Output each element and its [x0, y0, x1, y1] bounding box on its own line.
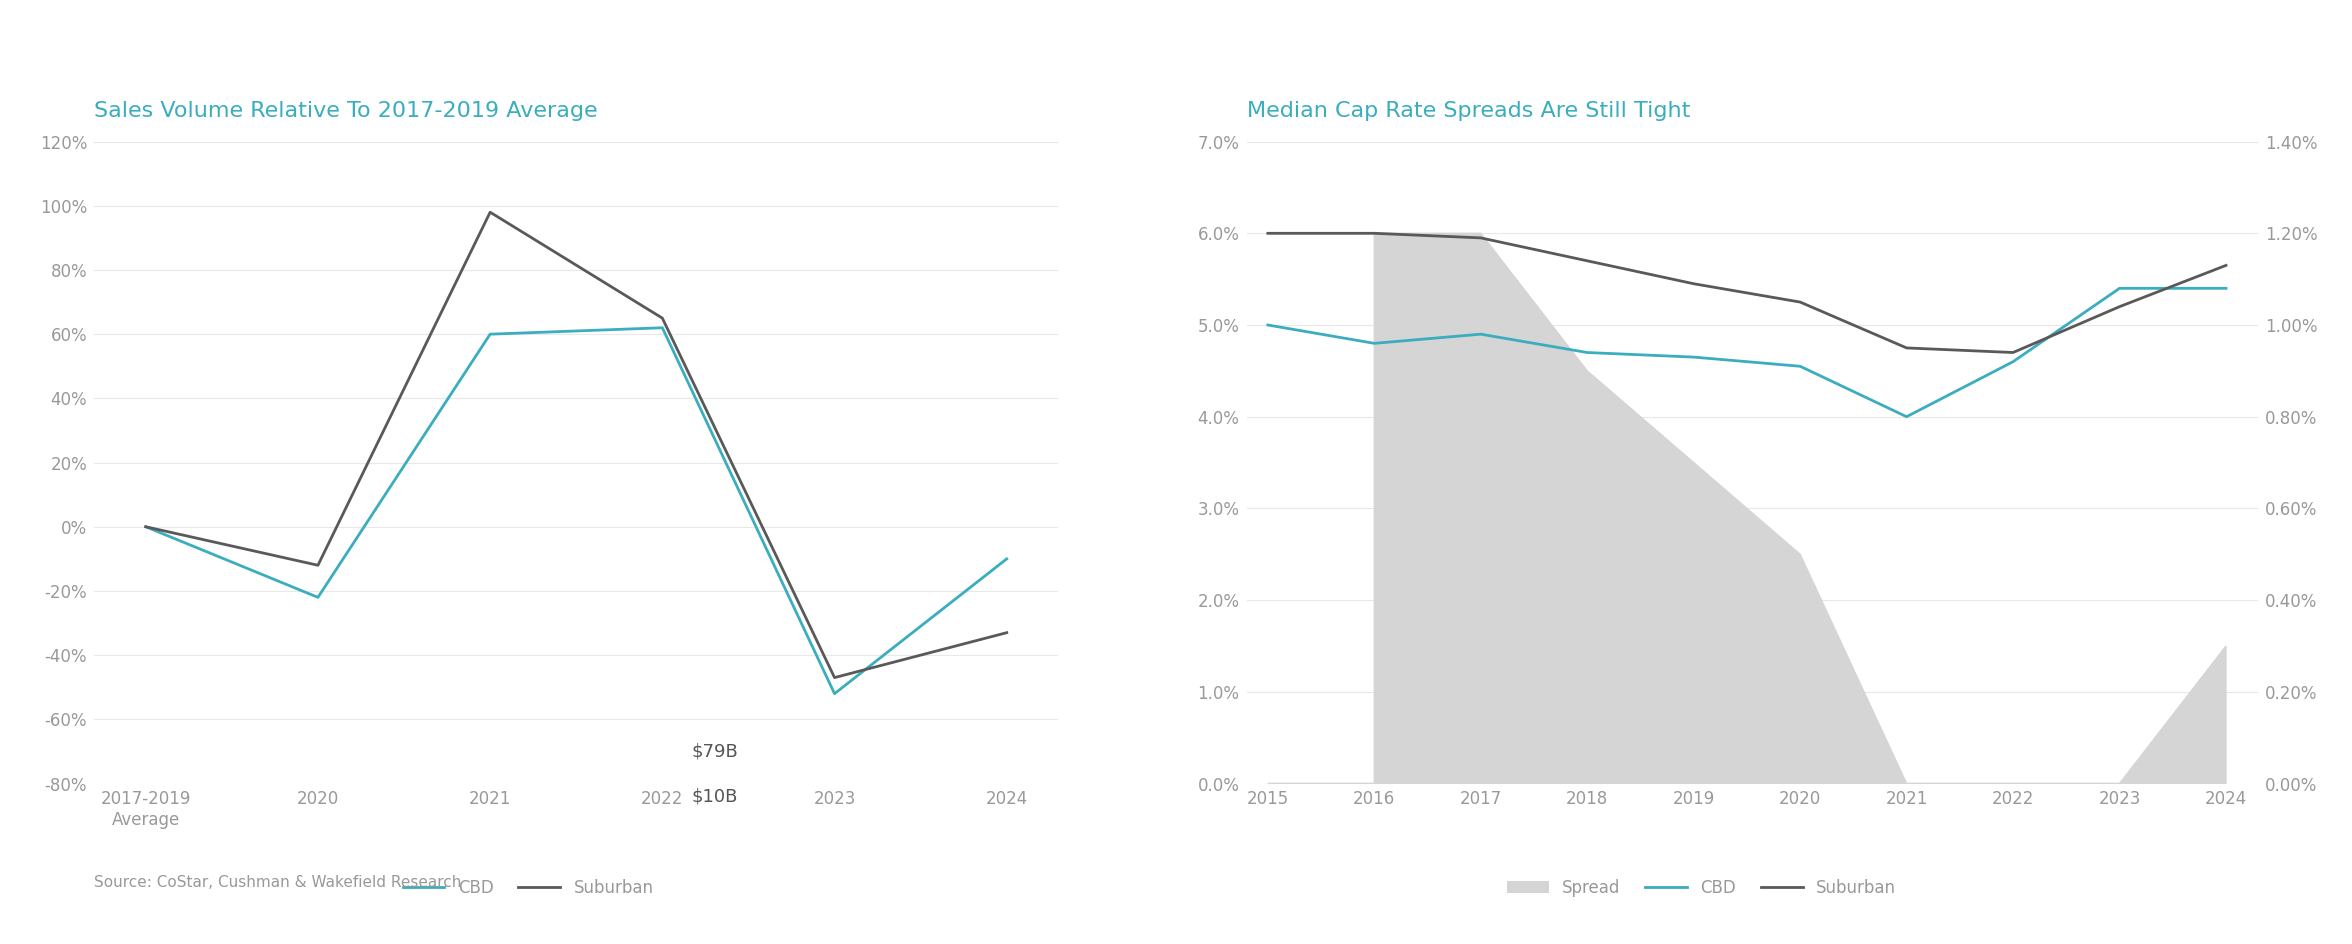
Legend: CBD, Suburban: CBD, Suburban [395, 872, 661, 903]
Legend: Spread, CBD, Suburban: Spread, CBD, Suburban [1501, 872, 1903, 903]
Text: $79B: $79B [691, 742, 739, 761]
Text: Median Cap Rate Spreads Are Still Tight: Median Cap Rate Spreads Are Still Tight [1247, 101, 1691, 121]
Text: $10B: $10B [691, 787, 739, 805]
Text: Source: CoStar, Cushman & Wakefield Research: Source: CoStar, Cushman & Wakefield Rese… [94, 875, 461, 890]
Polygon shape [1268, 233, 2225, 784]
Text: Sales Volume Relative To 2017-2019 Average: Sales Volume Relative To 2017-2019 Avera… [94, 101, 597, 121]
